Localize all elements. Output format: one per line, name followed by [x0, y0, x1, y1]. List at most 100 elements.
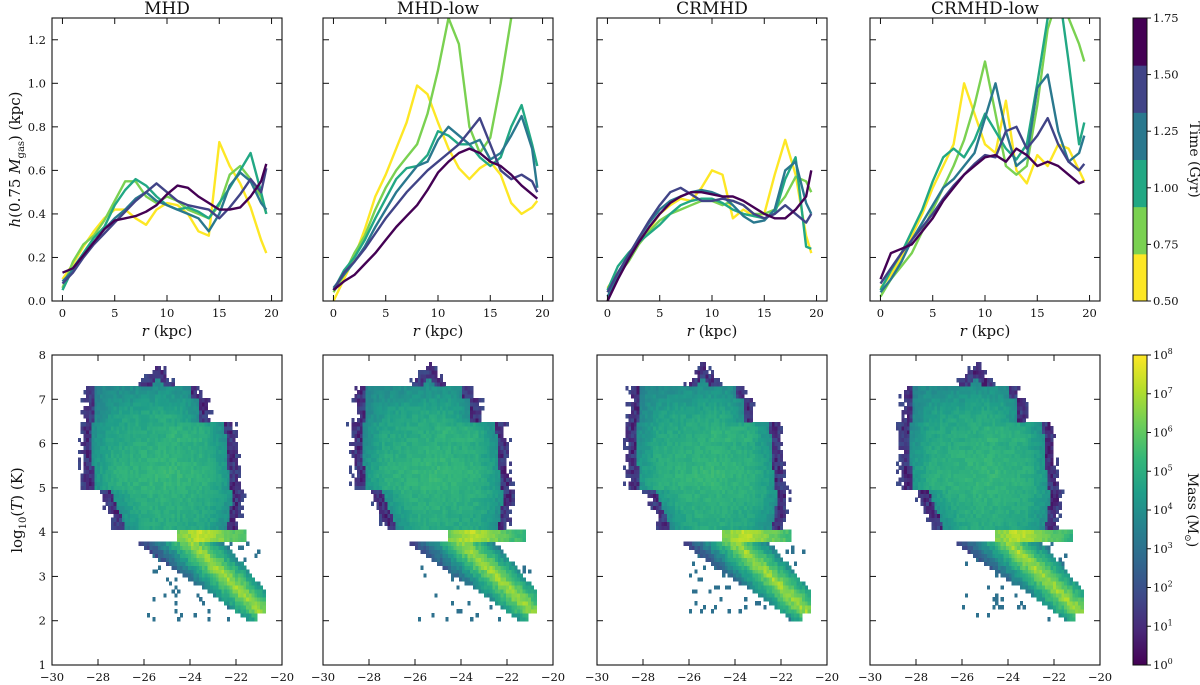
- heatmap-bin: [423, 389, 427, 395]
- heatmap-bin: [508, 493, 512, 498]
- heatmap-bin: [456, 537, 460, 542]
- heatmap-bin: [354, 433, 358, 439]
- heatmap-bin: [108, 457, 112, 463]
- heatmap-bin: [417, 397, 421, 403]
- heatmap-bin: [495, 469, 499, 475]
- heatmap-bin: [420, 405, 424, 411]
- heatmap-bin: [445, 437, 449, 443]
- heatmap-bin: [450, 485, 455, 491]
- heatmap-bin: [224, 537, 228, 542]
- heatmap-bin: [406, 437, 410, 443]
- heatmap-bin: [224, 453, 228, 459]
- heatmap-bin: [489, 561, 493, 566]
- heatmap-bin: [511, 497, 515, 502]
- heatmap-bin: [481, 397, 485, 403]
- heatmap-bin: [210, 497, 214, 502]
- heatmap-bin: [439, 374, 443, 379]
- heatmap-bin: [160, 545, 164, 550]
- heatmap-bin: [392, 493, 397, 498]
- heatmap-bin: [409, 449, 413, 455]
- heatmap-bin: [83, 465, 87, 471]
- heatmap-bin: [149, 489, 153, 495]
- heatmap-bin: [439, 441, 443, 447]
- heatmap-bin: [384, 437, 388, 443]
- heatmap-bin: [450, 561, 455, 566]
- heatmap-bin: [218, 541, 222, 546]
- heatmap-bin: [213, 589, 217, 594]
- heatmap-bin: [193, 481, 197, 487]
- heatmap-bin: [177, 421, 181, 427]
- heatmap-bin: [442, 493, 446, 498]
- series-line-t1.25: [879, 73, 1086, 294]
- heatmap-bin: [492, 461, 496, 467]
- heatmap-bin: [486, 545, 490, 550]
- heatmap-bin: [403, 386, 408, 391]
- heatmap-bin: [218, 537, 222, 542]
- heatmap-bin: [486, 573, 490, 578]
- heatmap-bin: [395, 469, 399, 475]
- heatmap-bin: [406, 441, 410, 447]
- heatmap-bin: [467, 413, 471, 419]
- heatmap-bin: [437, 501, 441, 506]
- heatmap-bin: [221, 553, 225, 558]
- heatmap-cells: [77, 366, 266, 622]
- heatmap-bin: [221, 481, 225, 487]
- heatmap-bin: [188, 409, 192, 415]
- heatmap-bin: [243, 601, 247, 606]
- heatmap-bin: [459, 445, 463, 451]
- heatmap-bin: [628, 469, 632, 475]
- heatmap-bin: [470, 417, 474, 423]
- heatmap-bin: [409, 389, 413, 395]
- heatmap-bin: [423, 521, 427, 526]
- heatmap-bin: [439, 525, 443, 530]
- heatmap-bin: [381, 437, 386, 443]
- heatmap-bin: [163, 493, 167, 498]
- heatmap-bin: [188, 521, 192, 526]
- heatmap-bin: [182, 513, 186, 518]
- heatmap-bin: [381, 389, 386, 395]
- heatmap-bin: [213, 449, 217, 455]
- heatmap-bin: [99, 473, 103, 479]
- heatmap-bin: [146, 517, 150, 522]
- heatmap-bin: [470, 433, 474, 439]
- heatmap-bin: [168, 545, 172, 550]
- heatmap-bin: [423, 401, 427, 407]
- heatmap-bin: [415, 401, 419, 407]
- heatmap-bin: [210, 529, 214, 534]
- heatmap-bin: [622, 465, 626, 471]
- heatmap-bin: [196, 433, 200, 439]
- heatmap-bin: [182, 525, 186, 530]
- heatmap-bin: [381, 433, 386, 439]
- heatmap-bin: [470, 441, 474, 447]
- heatmap-bin: [251, 593, 255, 598]
- heatmap-bin: [415, 445, 419, 451]
- heatmap-bin: [199, 429, 203, 435]
- heatmap-bin: [381, 469, 386, 475]
- heatmap-bin: [215, 437, 219, 443]
- heatmap-bin: [467, 517, 471, 522]
- heatmap-bin: [110, 401, 115, 407]
- heatmap-bin: [522, 577, 526, 582]
- heatmap-bin: [434, 501, 438, 506]
- heatmap-bin: [398, 417, 402, 423]
- heatmap-bin: [434, 441, 438, 447]
- heatmap-bin: [497, 445, 501, 451]
- heatmap-bin: [157, 409, 161, 415]
- heatmap-bin: [149, 545, 153, 550]
- heatmap-bin: [110, 489, 115, 495]
- heatmap-bin: [179, 545, 184, 550]
- series-line-t1.75: [62, 163, 268, 274]
- heatmap-bin: [144, 397, 148, 403]
- heatmap-bin: [226, 449, 230, 455]
- heatmap-bin: [434, 525, 438, 530]
- heatmap-bin: [157, 505, 161, 510]
- heatmap-bin: [152, 425, 156, 431]
- heatmap-bin: [489, 489, 493, 495]
- heatmap-bin: [514, 565, 518, 570]
- heatmap-bin: [99, 397, 103, 403]
- heatmap-bin: [464, 493, 468, 498]
- heatmap-bin: [91, 393, 95, 399]
- heatmap-bin: [409, 409, 413, 415]
- heatmap-bin: [428, 421, 432, 427]
- heatmap-bin: [86, 461, 90, 467]
